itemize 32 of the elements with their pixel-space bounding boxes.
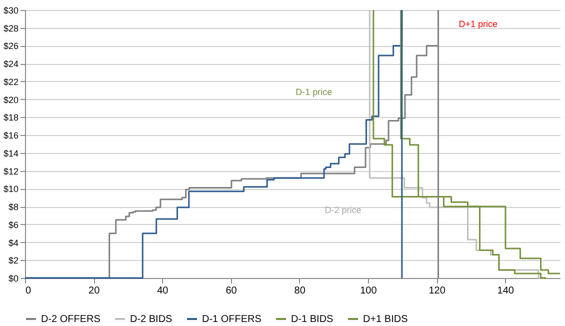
y-tick-label: $8 bbox=[8, 202, 18, 212]
y-tick-label: $0 bbox=[8, 274, 18, 284]
y-tick-label: $28 bbox=[3, 23, 18, 34]
annotation: D+1 price bbox=[458, 19, 498, 30]
annotation: D-2 price bbox=[324, 205, 362, 216]
x-tick-label: 140 bbox=[497, 286, 514, 296]
legend-label: D+1 BIDS bbox=[363, 314, 408, 325]
y-tick-label: $2 bbox=[8, 256, 18, 266]
y-tick-label: $10 bbox=[3, 184, 18, 194]
y-tick-label: $4 bbox=[8, 238, 18, 248]
legend-label: D-2 OFFERS bbox=[41, 314, 101, 325]
x-tick-label: 100 bbox=[360, 286, 378, 296]
x-tick-label: 0 bbox=[26, 286, 32, 296]
y-tick-label: $26 bbox=[3, 41, 18, 52]
x-tick-label: 20 bbox=[88, 286, 100, 296]
y-tick-label: $14 bbox=[3, 148, 18, 158]
annotation: D-1 price bbox=[296, 86, 332, 97]
y-tick-label: $16 bbox=[3, 130, 18, 141]
x-tick-label: 120 bbox=[428, 286, 446, 296]
y-tick-label: $30 bbox=[3, 6, 18, 16]
x-tick-label: 40 bbox=[157, 286, 169, 296]
y-tick-label: $22 bbox=[3, 76, 18, 87]
y-tick-label: $12 bbox=[3, 166, 18, 176]
x-tick-label: 80 bbox=[294, 286, 306, 296]
legend-label: D-2 BIDS bbox=[130, 314, 173, 325]
y-tick-label: $18 bbox=[3, 112, 18, 123]
y-tick-label: $24 bbox=[3, 59, 18, 70]
legend-label: D-1 OFFERS bbox=[202, 314, 262, 325]
legend-label: D-1 BIDS bbox=[291, 314, 334, 325]
y-tick-label: $20 bbox=[3, 94, 18, 105]
y-tick-label: $6 bbox=[8, 220, 18, 230]
x-tick-label: 60 bbox=[226, 286, 238, 296]
